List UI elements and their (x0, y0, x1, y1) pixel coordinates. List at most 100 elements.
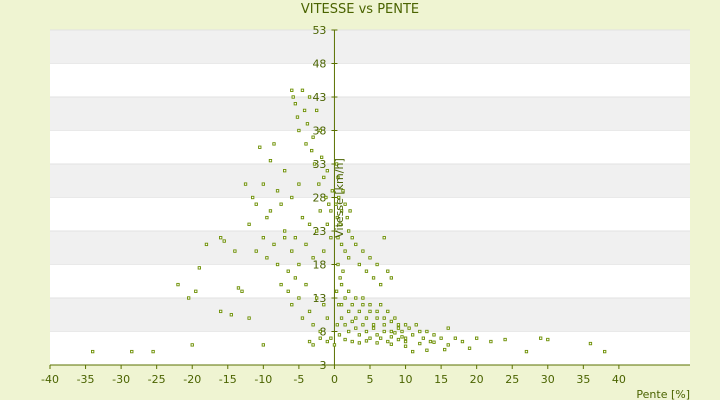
data-point (315, 108, 319, 113)
data-point (588, 341, 593, 346)
data-point (375, 316, 379, 320)
y-tick-label: 48 (312, 58, 326, 71)
data-point (338, 276, 342, 280)
data-point (396, 326, 401, 330)
data-point (311, 256, 315, 260)
data-point (382, 323, 386, 327)
data-point (348, 209, 352, 213)
data-point (337, 333, 342, 337)
data-point (336, 262, 340, 267)
data-point (357, 309, 361, 314)
data-point (307, 222, 312, 226)
data-point (379, 336, 383, 340)
data-point (341, 269, 345, 273)
data-point (364, 269, 369, 273)
data-point (254, 249, 258, 253)
data-point (222, 239, 226, 243)
x-axis-label: Pente [%] (636, 388, 690, 400)
data-point (295, 115, 300, 119)
data-point (386, 339, 390, 344)
data-point (375, 262, 379, 267)
data-point (343, 249, 347, 253)
data-point (393, 316, 397, 320)
y-tick-label: 53 (312, 24, 326, 37)
data-point (389, 335, 393, 339)
data-point (439, 336, 443, 340)
data-point (258, 145, 262, 149)
data-point (329, 209, 333, 213)
data-point (336, 236, 340, 240)
data-point (311, 135, 315, 139)
data-point (334, 162, 339, 166)
data-point (251, 195, 255, 200)
grid-band (50, 298, 690, 332)
data-point (357, 262, 361, 267)
data-point (389, 319, 393, 324)
data-point (546, 337, 550, 342)
data-point (310, 148, 314, 153)
data-point (411, 333, 415, 337)
x-tick-label: -35 (77, 373, 95, 386)
data-point (272, 142, 276, 146)
data-point (403, 339, 408, 344)
data-point (414, 323, 418, 327)
data-point (339, 316, 344, 320)
data-point (254, 202, 258, 206)
data-point (290, 88, 294, 92)
data-point (539, 336, 543, 340)
data-point (354, 326, 358, 330)
data-point (354, 296, 358, 300)
data-point (329, 336, 333, 340)
data-point (286, 269, 290, 273)
data-point (322, 175, 326, 180)
data-point (357, 333, 361, 337)
data-point (425, 348, 429, 352)
chart-title: VITESSE vs PENTE (300, 2, 420, 17)
data-point (379, 282, 383, 287)
data-point (371, 323, 376, 327)
data-point (446, 343, 450, 347)
data-point (379, 303, 383, 307)
data-point (343, 202, 347, 206)
x-tick-label: -15 (219, 373, 237, 386)
data-point (368, 256, 372, 260)
y-tick-label: 23 (312, 225, 326, 238)
data-point (361, 249, 365, 253)
data-point (318, 209, 322, 213)
data-point (375, 309, 379, 314)
data-point (265, 215, 269, 220)
data-point (332, 343, 337, 347)
data-point (403, 336, 408, 340)
y-tick-label: 28 (312, 192, 326, 205)
data-point (343, 296, 347, 300)
data-point (503, 337, 507, 342)
data-point (386, 309, 390, 314)
data-point (300, 316, 305, 320)
data-point (334, 202, 338, 206)
data-point (371, 326, 376, 330)
data-point (347, 229, 351, 233)
data-point (335, 215, 339, 220)
data-point (325, 339, 329, 344)
data-point (400, 335, 404, 339)
data-point (334, 289, 339, 293)
data-point (350, 339, 354, 344)
data-point (354, 316, 358, 320)
data-point (337, 195, 341, 200)
data-point (324, 195, 328, 200)
data-point (311, 323, 315, 327)
data-point (403, 344, 408, 348)
data-point (418, 329, 422, 334)
data-point (304, 282, 308, 287)
data-point (467, 346, 472, 350)
data-point (283, 229, 287, 233)
data-point (345, 215, 349, 220)
data-point (236, 286, 241, 290)
data-point (382, 236, 386, 240)
data-point (283, 169, 287, 173)
data-point (443, 347, 447, 352)
data-point (347, 329, 351, 334)
data-point (407, 326, 411, 330)
data-point (337, 303, 341, 307)
